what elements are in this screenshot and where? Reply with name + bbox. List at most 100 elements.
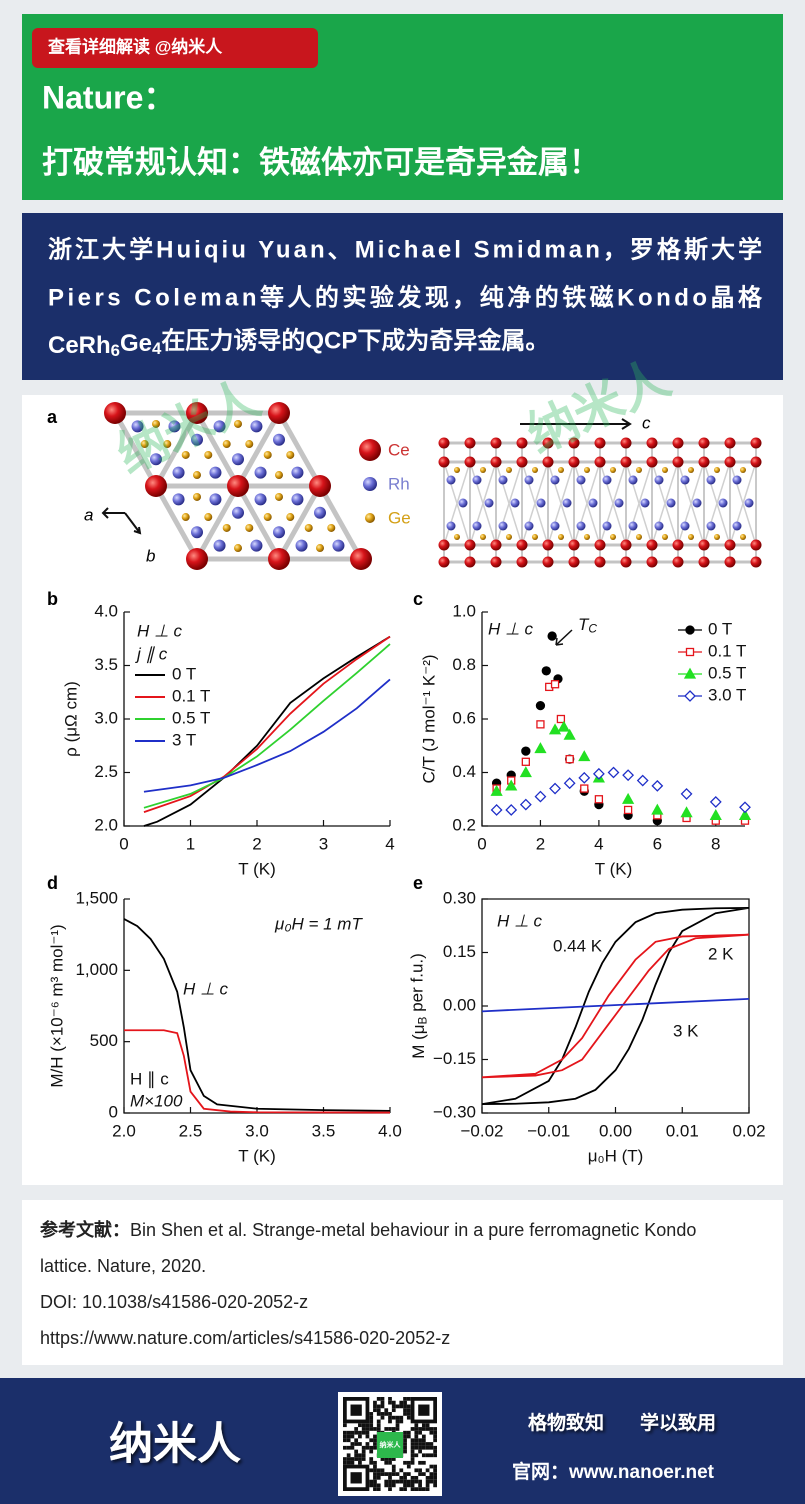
qr-module <box>376 1475 381 1480</box>
y-tick-label: 0 <box>109 1102 118 1121</box>
qr-module <box>410 1438 415 1443</box>
qr-module <box>361 1430 366 1435</box>
qr-module <box>343 1423 347 1428</box>
rh-atom <box>150 453 162 466</box>
y-tick-label: 0.00 <box>443 995 476 1014</box>
y-tick-label: 0.4 <box>452 762 476 781</box>
qr-module <box>433 1479 437 1484</box>
marker <box>541 666 551 676</box>
qr-module <box>425 1483 430 1488</box>
bond <box>495 461 523 546</box>
qr-module <box>406 1397 411 1401</box>
ge-atom <box>193 492 201 501</box>
qr-module <box>403 1430 407 1435</box>
qr-module <box>365 1445 370 1450</box>
ge-atom <box>275 471 283 480</box>
qr-module <box>395 1472 400 1476</box>
rh-atom <box>732 475 742 485</box>
subscript: 6 <box>111 341 120 360</box>
y-tick-label: 0.2 <box>452 815 476 834</box>
x-tick-label: 2.0 <box>112 1121 136 1140</box>
qr-module <box>433 1472 437 1476</box>
qr-module <box>414 1475 419 1480</box>
qr-module <box>406 1460 411 1465</box>
qr-module <box>403 1404 407 1409</box>
ce-atom <box>594 437 606 449</box>
ge-atom <box>286 513 295 522</box>
ce-atom <box>750 556 762 568</box>
marker <box>549 782 561 795</box>
data-line <box>481 997 750 1013</box>
qr-module <box>433 1430 437 1435</box>
bond <box>729 461 757 546</box>
qr-module <box>346 1457 351 1461</box>
ce-atom <box>620 556 632 568</box>
qr-module <box>433 1434 437 1439</box>
ce-atom <box>438 556 450 568</box>
ge-atom <box>584 467 590 473</box>
qr-module <box>380 1415 385 1420</box>
legend-label: 0.1 T <box>172 686 210 705</box>
qr-module <box>418 1449 422 1454</box>
marker <box>651 803 664 815</box>
qr-module <box>380 1412 385 1416</box>
qr-module <box>354 1438 359 1443</box>
rh-atom <box>209 466 222 479</box>
qr-module <box>384 1460 389 1465</box>
qr-module <box>414 1487 419 1491</box>
qr-module <box>425 1423 430 1428</box>
ce-atom <box>490 437 502 449</box>
qr-module <box>376 1408 381 1413</box>
ge-atom <box>662 467 668 473</box>
ce-atom <box>542 437 554 449</box>
legend-label: Ge <box>388 508 411 527</box>
marker <box>519 766 532 778</box>
panel-label: d <box>47 873 58 893</box>
x-tick-label: 2.5 <box>179 1121 203 1140</box>
rh-atom <box>654 521 664 531</box>
qr-module <box>369 1449 374 1454</box>
y-tick-label: 0.8 <box>452 655 476 674</box>
y-axis-label: M (μB per f.u.) <box>408 953 430 1059</box>
marker <box>622 769 635 782</box>
ce-atom <box>724 456 736 468</box>
ge-atom <box>558 534 564 540</box>
qr-module <box>373 1434 377 1439</box>
qr-module <box>403 1483 407 1488</box>
x-tick-label: 2 <box>536 834 545 853</box>
qr-module <box>369 1457 374 1461</box>
rh-atom <box>484 498 494 508</box>
marker <box>685 647 695 657</box>
qr-module <box>343 1460 347 1465</box>
qr-module <box>388 1400 392 1405</box>
ce-atom <box>438 437 450 449</box>
qr-module <box>395 1419 400 1424</box>
ce-atom <box>724 539 736 551</box>
marker <box>580 784 589 793</box>
qr-module <box>433 1483 437 1488</box>
qr-module <box>403 1408 407 1413</box>
y-tick-label: 2.0 <box>94 815 118 834</box>
ge-atom <box>714 467 720 473</box>
qr-module <box>346 1445 351 1450</box>
ge-atom <box>263 513 272 522</box>
qr-module <box>358 1423 362 1428</box>
ge-atom <box>688 534 694 540</box>
rh-atom <box>628 475 638 485</box>
text-run: per f.u.) <box>408 953 427 1016</box>
tag: 查看详细解读 @纳米人 <box>47 36 223 56</box>
title-line: Nature： <box>42 79 175 115</box>
qr-module <box>399 1404 404 1409</box>
rh-atom <box>254 493 267 506</box>
qr-module <box>414 1442 419 1446</box>
rh-atom <box>550 475 560 485</box>
bond <box>235 484 282 561</box>
rh-atom <box>172 493 185 506</box>
annotation: μ₀H = 1 mT <box>274 914 363 933</box>
ge-atom <box>506 467 512 473</box>
qr-module <box>414 1468 419 1473</box>
axis-label: a <box>84 505 93 524</box>
qr-module <box>410 1475 415 1480</box>
ce-atom <box>620 437 632 449</box>
qr-module <box>361 1453 366 1458</box>
